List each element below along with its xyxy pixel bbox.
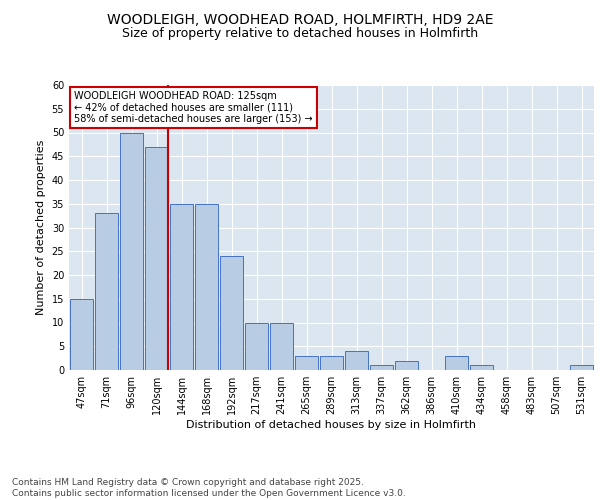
Text: Size of property relative to detached houses in Holmfirth: Size of property relative to detached ho…: [122, 28, 478, 40]
Text: WOODLEIGH, WOODHEAD ROAD, HOLMFIRTH, HD9 2AE: WOODLEIGH, WOODHEAD ROAD, HOLMFIRTH, HD9…: [107, 12, 493, 26]
Bar: [195, 204, 218, 370]
Bar: [295, 356, 318, 370]
Bar: [120, 132, 143, 370]
Bar: [320, 356, 343, 370]
Bar: [170, 204, 193, 370]
Bar: [370, 365, 393, 370]
Text: WOODLEIGH WOODHEAD ROAD: 125sqm
← 42% of detached houses are smaller (111)
58% o: WOODLEIGH WOODHEAD ROAD: 125sqm ← 42% of…: [74, 90, 313, 124]
Bar: [70, 298, 93, 370]
Y-axis label: Number of detached properties: Number of detached properties: [36, 140, 46, 315]
Bar: [245, 322, 268, 370]
Bar: [570, 365, 593, 370]
Bar: [270, 322, 293, 370]
Bar: [470, 365, 493, 370]
Bar: [395, 360, 418, 370]
X-axis label: Distribution of detached houses by size in Holmfirth: Distribution of detached houses by size …: [187, 420, 476, 430]
Bar: [445, 356, 468, 370]
Bar: [145, 147, 168, 370]
Bar: [345, 351, 368, 370]
Bar: [220, 256, 243, 370]
Text: Contains HM Land Registry data © Crown copyright and database right 2025.
Contai: Contains HM Land Registry data © Crown c…: [12, 478, 406, 498]
Bar: [95, 213, 118, 370]
